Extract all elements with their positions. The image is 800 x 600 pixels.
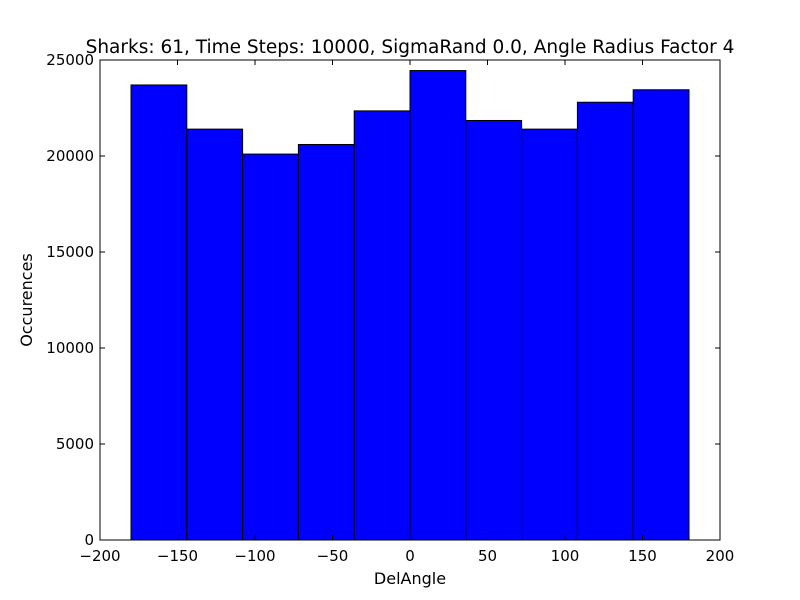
ticks-layer [99, 59, 721, 541]
y-tick-label: 25000 [46, 51, 94, 69]
x-tick-label: −150 [157, 547, 198, 565]
x-tick-label: 0 [405, 547, 415, 565]
histogram-bar [465, 119, 523, 541]
y-axis-label: Occurences [17, 253, 36, 347]
x-tick-label: −200 [79, 547, 120, 565]
x-tick-labels: −200 −150 −100 −50 0 50 100 150 200 [79, 547, 734, 565]
histogram-bar [242, 153, 299, 541]
y-tick-label: 5000 [56, 435, 94, 453]
x-tick-label: 150 [628, 547, 657, 565]
y-tick-label: 15000 [46, 243, 94, 261]
x-tick-label: −100 [234, 547, 275, 565]
x-axis-label: DelAngle [374, 569, 446, 588]
y-tick-label: 0 [84, 531, 94, 549]
x-tick-label: −50 [317, 547, 349, 565]
y-tick-labels: 0 5000 10000 15000 20000 25000 [46, 51, 94, 549]
histogram-bar [130, 84, 188, 541]
histogram-bar [297, 143, 355, 541]
histogram-bar [409, 70, 467, 541]
y-tick-label: 20000 [46, 147, 94, 165]
x-tick-label: 100 [551, 547, 580, 565]
y-tick-label: 10000 [46, 339, 94, 357]
histogram-bar [186, 128, 244, 541]
bars-layer [130, 70, 690, 541]
x-tick-label: 50 [478, 547, 497, 565]
histogram-bar [521, 128, 578, 541]
histogram-bar [576, 101, 634, 541]
histogram-bar [632, 89, 690, 541]
histogram-bar [353, 110, 411, 541]
chart-title: Sharks: 61, Time Steps: 10000, SigmaRand… [86, 37, 735, 58]
x-tick-label: 200 [706, 547, 735, 565]
